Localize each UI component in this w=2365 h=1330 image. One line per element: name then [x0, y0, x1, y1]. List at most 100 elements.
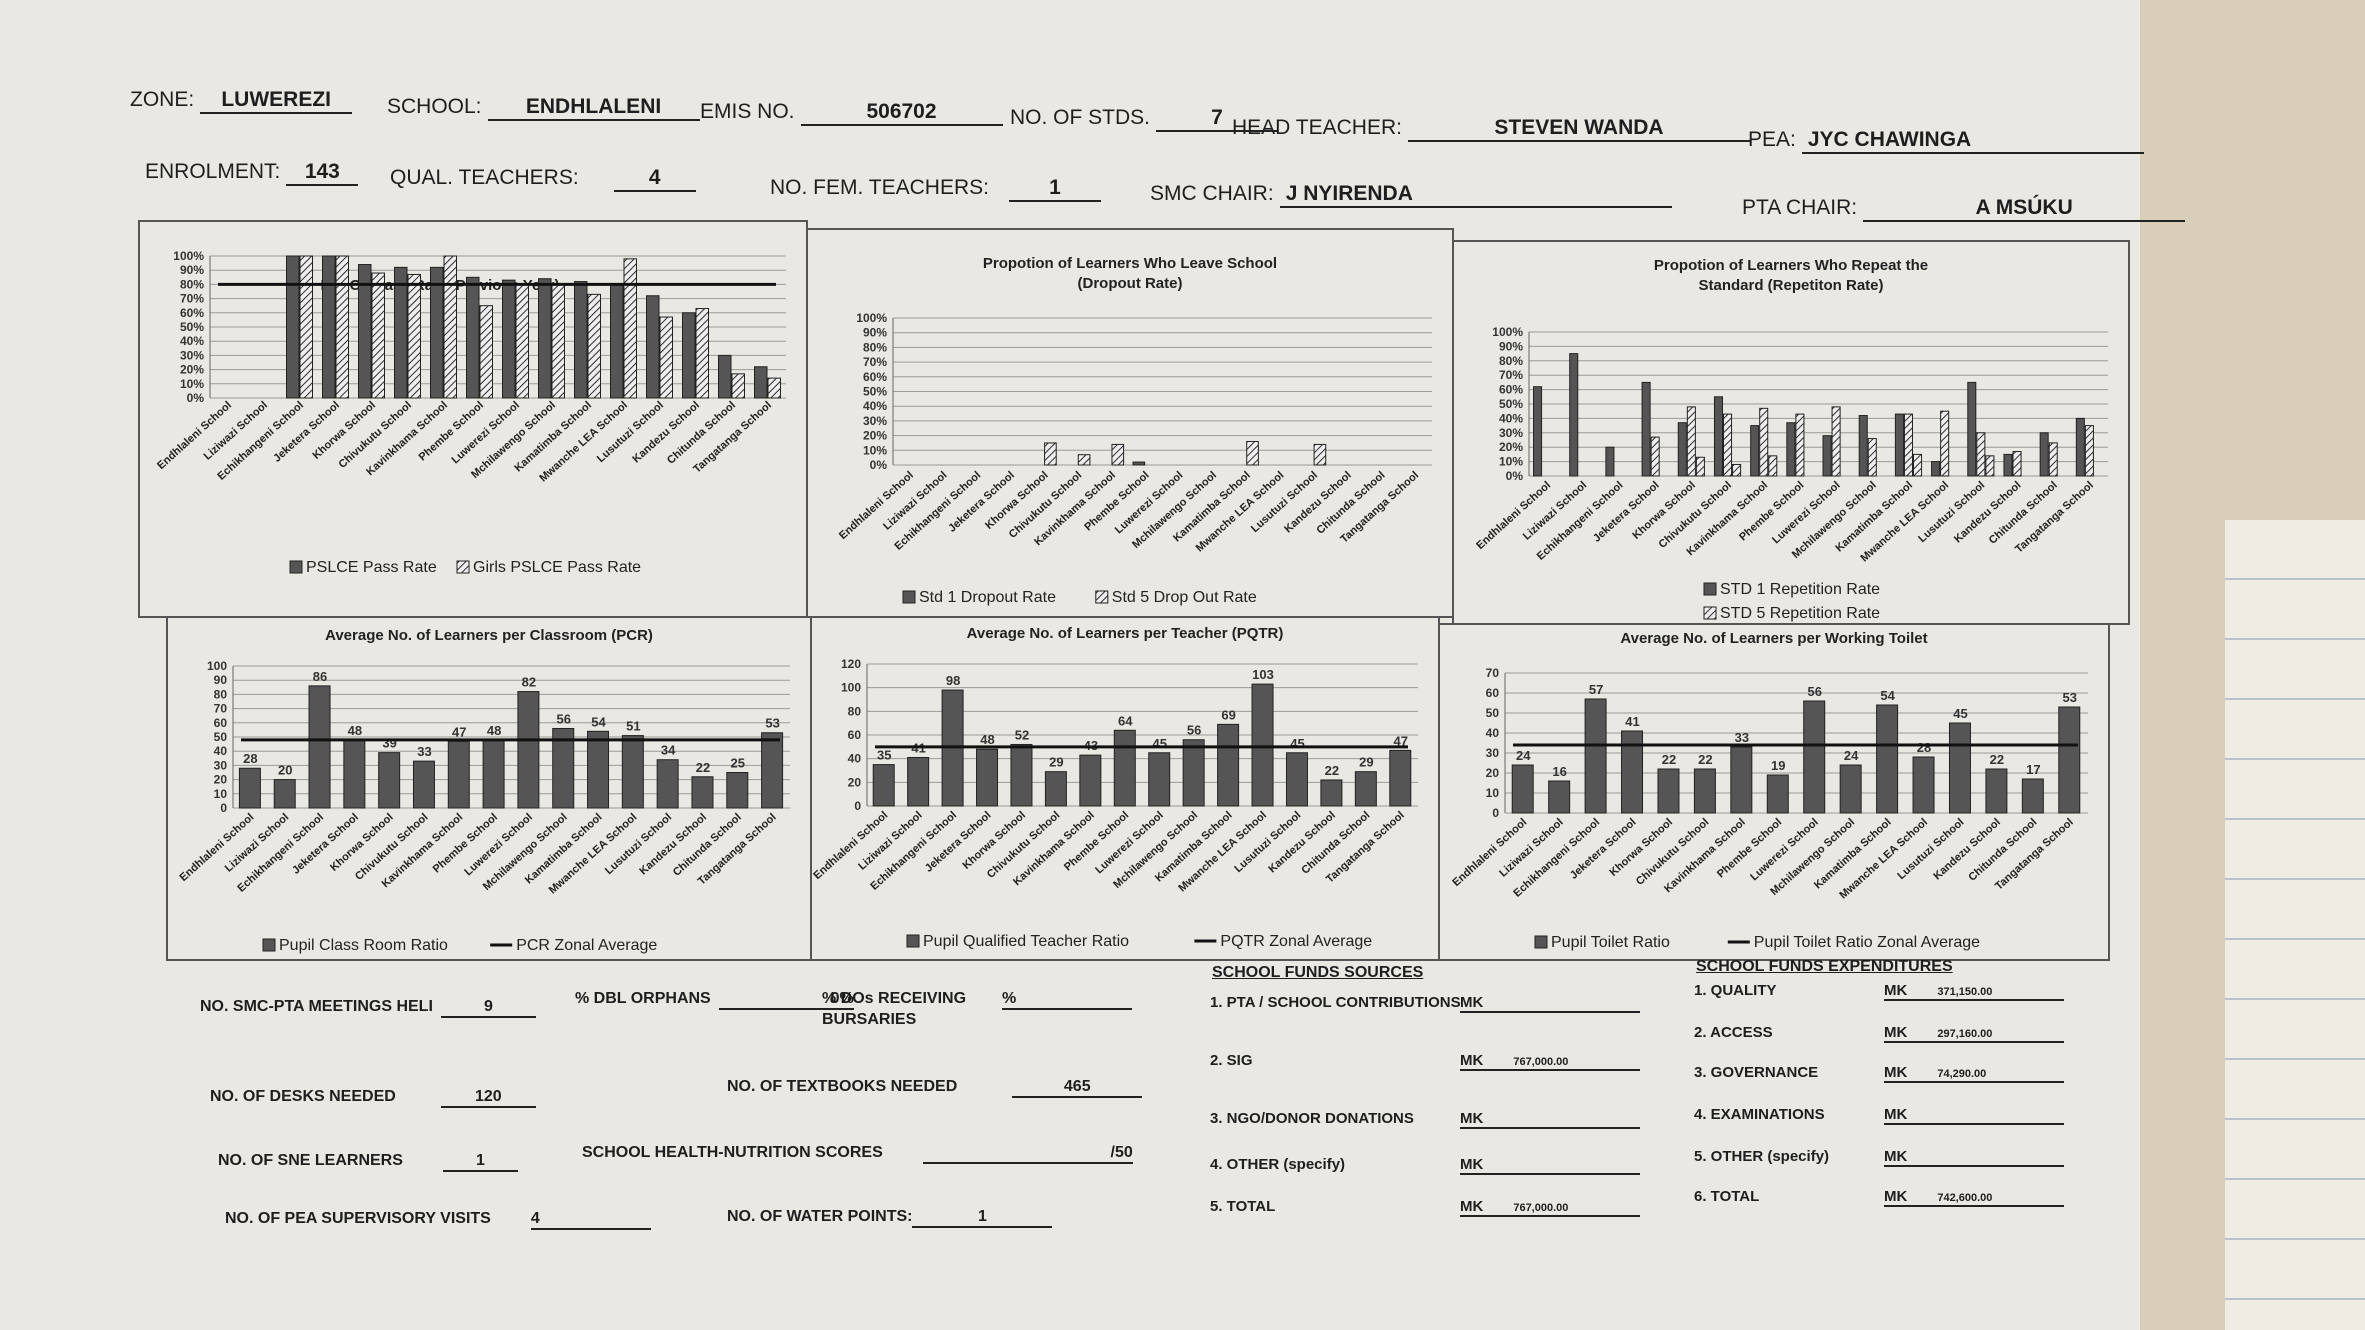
y-tick-label: 80%: [180, 277, 204, 291]
data-label: 22: [1325, 763, 1339, 778]
x-tick-label: Liziwazi School: [1497, 816, 1565, 879]
bar: [1766, 774, 1789, 814]
legend-swatch: [902, 590, 916, 604]
legend-label: Pupil Toilet Ratio: [1551, 934, 1670, 951]
funds-sources-title: SCHOOL FUNDS SOURCES: [1212, 964, 1424, 981]
bar: [343, 739, 366, 809]
bar: [907, 756, 930, 807]
dos-value: %: [1002, 990, 1132, 1010]
data-label: 52: [1015, 727, 1029, 742]
y-tick-label: 90%: [1499, 339, 1523, 353]
chart-title: Propotion of Learners Who Leave School: [983, 255, 1277, 272]
legend-swatch: [1095, 590, 1109, 604]
bar: [322, 255, 336, 399]
visits-field: NO. OF PEA SUPERVISORY VISITS 4: [225, 1210, 651, 1230]
y-tick-label: 30: [1486, 746, 1500, 760]
fund-amount: 297,160.00: [1937, 1028, 1993, 1040]
toilet-chart-panel: Average No. of Learners per Working Toil…: [1438, 623, 2110, 961]
data-label: 24: [1516, 748, 1531, 763]
notebook-page: [2225, 520, 2365, 1330]
zone-field: ZONE: LUWEREZI: [130, 88, 353, 114]
y-tick-label: 10%: [180, 377, 204, 391]
legend-label: Pupil Class Room Ratio: [279, 937, 448, 954]
dos-bursaries-field: % DOs RECEIVING BURSARIES: [822, 990, 967, 1028]
bar: [1795, 413, 1805, 477]
legend-label: Girls PSLCE Pass Rate: [473, 559, 641, 576]
chart-title: Propotion of Learners Who Repeat the: [1654, 257, 1928, 274]
legend-label: Pupil Toilet Ratio Zonal Average: [1754, 934, 1980, 951]
bar: [482, 739, 505, 809]
y-tick-label: 50%: [1499, 397, 1523, 411]
toilet-chart: Average No. of Learners per Working Toil…: [1450, 630, 2088, 951]
x-tick-label: Lusutuzi School: [1895, 816, 1966, 882]
data-label: 22: [696, 760, 710, 775]
data-label: 33: [417, 744, 431, 759]
bar: [1903, 413, 1913, 477]
y-tick-label: 20: [848, 775, 862, 789]
data-label: 34: [661, 743, 676, 758]
bar: [1786, 422, 1796, 477]
bar: [1246, 440, 1259, 466]
fund-label: 2. SIG: [1210, 1052, 1253, 1069]
bar: [1044, 771, 1067, 807]
bar: [1077, 454, 1091, 466]
bar: [238, 767, 261, 809]
bar: [1641, 381, 1651, 477]
x-tick-label: Kandezu School: [1952, 479, 2024, 545]
qual-teachers-field: QUAL. TEACHERS: 4: [390, 166, 696, 192]
currency-label: MK: [1460, 1052, 1484, 1069]
y-tick-label: 80%: [1499, 354, 1523, 368]
bar: [1313, 443, 1327, 466]
x-tick-label: Jeketera School: [1591, 479, 1662, 544]
meetings-field: NO. SMC-PTA MEETINGS HELI 9: [200, 998, 536, 1018]
y-tick-label: 80: [214, 687, 228, 701]
fund-amount: 767,000.00: [1513, 1202, 1569, 1214]
chart-title: Average No. of Learners per Working Toil…: [1620, 630, 1927, 647]
chart-title: Average No. of Learners per Classroom (P…: [325, 627, 653, 644]
bar: [691, 776, 714, 809]
y-tick-label: 90%: [180, 263, 204, 277]
bar: [286, 255, 300, 399]
fund-row: 3. GOVERNANCE MK 74,290.00: [1694, 1064, 2064, 1083]
data-label: 53: [2063, 690, 2077, 705]
data-label: 54: [591, 714, 606, 729]
currency-label: MK: [1884, 1024, 1908, 1041]
data-label: 28: [243, 751, 257, 766]
data-label: 82: [522, 675, 536, 690]
bar: [731, 373, 745, 399]
y-tick-label: 40: [848, 752, 862, 766]
currency-label: MK: [1460, 1110, 1484, 1127]
bar: [2003, 453, 2013, 477]
bar: [2039, 432, 2049, 477]
bar: [1867, 438, 1877, 477]
data-label: 24: [1844, 748, 1859, 763]
bar: [646, 295, 660, 399]
data-label: 48: [487, 723, 501, 738]
y-tick-label: 30%: [863, 414, 887, 428]
fund-row: 1. PTA / SCHOOL CONTRIBUTIONSMK: [1210, 994, 1640, 1013]
bar: [1657, 768, 1680, 814]
orphans-field: % DBL ORPHANS 0%: [575, 990, 854, 1010]
y-tick-label: 100: [841, 681, 861, 695]
bar: [587, 293, 601, 399]
y-tick-label: 70%: [180, 292, 204, 306]
data-label: 35: [877, 748, 891, 763]
fund-label: 3. NGO/DONOR DONATIONS: [1210, 1110, 1414, 1127]
legend-swatch: [456, 560, 470, 574]
y-tick-label: 20%: [180, 363, 204, 377]
bar: [1111, 443, 1125, 466]
dropout-chart: Propotion of Learners Who Leave School (D…: [837, 255, 1432, 606]
currency-label: MK: [1884, 1188, 1908, 1205]
bar: [447, 740, 470, 809]
bar: [1732, 463, 1742, 477]
y-tick-label: 40%: [1499, 411, 1523, 425]
bar: [1285, 752, 1308, 807]
fund-amount-field: MK 767,000.00: [1460, 1052, 1640, 1071]
bar: [466, 276, 480, 399]
bar: [551, 283, 565, 399]
water-field: NO. OF WATER POINTS: 1: [727, 1208, 1053, 1228]
data-label: 45: [1152, 736, 1166, 751]
bar: [378, 752, 401, 809]
fund-label: 2. ACCESS: [1694, 1024, 1773, 1041]
bar: [976, 748, 999, 807]
